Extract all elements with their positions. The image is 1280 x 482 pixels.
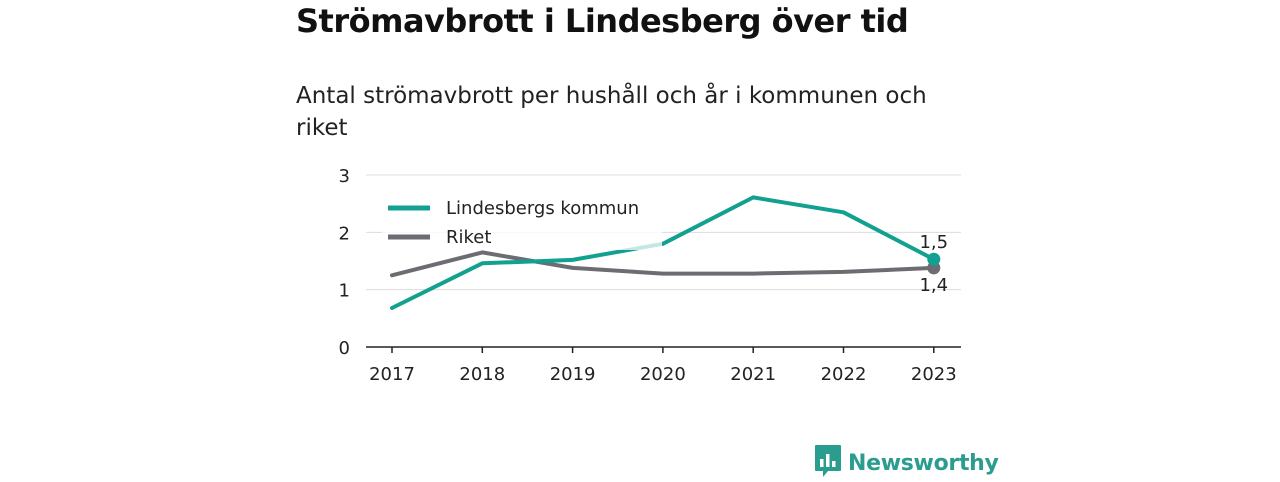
legend-label: Riket <box>446 227 491 248</box>
bar-chart-logo-icon <box>814 444 842 482</box>
legend-label: Lindesbergs kommun <box>446 198 639 219</box>
end-point <box>927 252 941 266</box>
chart-subtitle: Antal strömavbrott per hushåll och år i … <box>296 83 927 141</box>
y-tick-label: 3 <box>339 166 350 187</box>
x-tick-label: 2019 <box>550 364 596 385</box>
x-tick-label: 2023 <box>911 364 957 385</box>
series-line-lindesbergs-kommun <box>390 195 936 310</box>
legend-backdrop <box>382 192 662 250</box>
series-line-riket <box>390 250 936 278</box>
line-chart: 0 1 2 3 2017 2018 2019 2020 2021 2022 2023 Lindesbe… <box>339 166 961 385</box>
end-label: 1,4 <box>919 275 948 296</box>
chart-title: Strömavbrott i Lindesberg över tid <box>296 2 909 40</box>
x-tick-label: 2017 <box>369 364 415 385</box>
x-tick-label: 2018 <box>459 364 505 385</box>
y-tick-label: 2 <box>339 223 350 244</box>
newsworthy-brand[interactable]: Newsworthy <box>814 444 999 482</box>
y-tick-label: 0 <box>339 338 350 359</box>
x-tick-label: 2022 <box>821 364 867 385</box>
y-tick-label: 1 <box>339 281 350 302</box>
x-tick-label: 2021 <box>730 364 776 385</box>
end-label: 1,5 <box>919 232 948 253</box>
x-tick-label: 2020 <box>640 364 686 385</box>
brand-name: Newsworthy <box>848 450 999 476</box>
